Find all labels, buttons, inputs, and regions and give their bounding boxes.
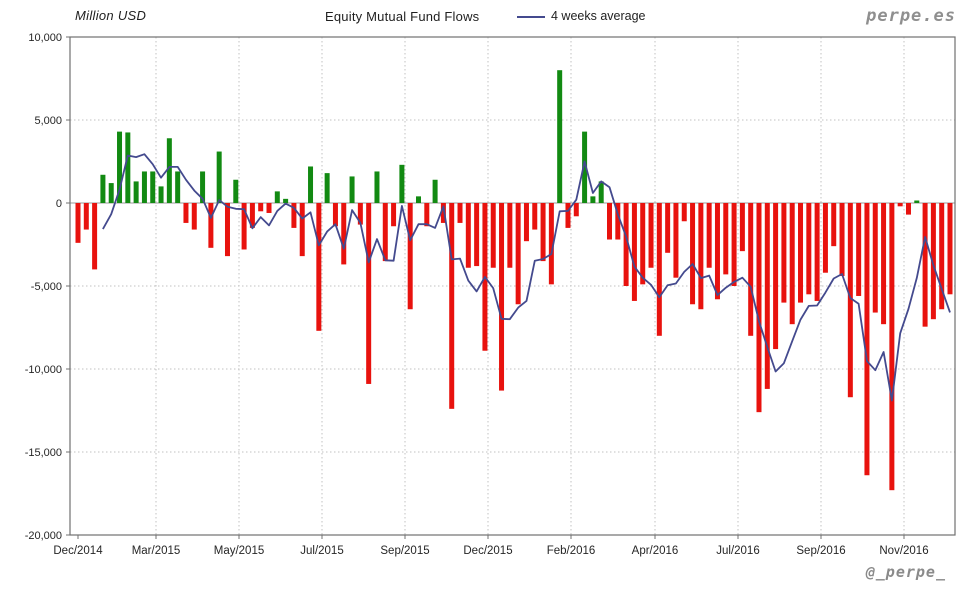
svg-text:-15,000: -15,000 [25,447,62,459]
legend-label: 4 weeks average [551,9,646,23]
svg-text:5,000: 5,000 [34,115,62,127]
svg-text:Feb/2016: Feb/2016 [547,545,596,557]
svg-text:Sep/2016: Sep/2016 [796,545,845,557]
svg-text:Apr/2016: Apr/2016 [632,545,679,557]
watermark-brand: perpe.es [866,6,956,26]
svg-text:Nov/2016: Nov/2016 [879,545,928,557]
legend-line-swatch-icon [517,15,545,18]
y-axis-unit-label: Million USD [75,8,147,23]
svg-text:Sep/2015: Sep/2015 [380,545,429,557]
svg-text:Dec/2015: Dec/2015 [463,545,512,557]
chart-title: Equity Mutual Fund Flows [325,9,480,24]
svg-text:-5,000: -5,000 [31,281,62,293]
svg-text:10,000: 10,000 [28,32,62,44]
svg-text:-10,000: -10,000 [25,364,62,376]
svg-text:0: 0 [56,198,62,210]
svg-text:Jul/2015: Jul/2015 [300,545,343,557]
plot-border [69,36,956,536]
bars-group [75,70,953,491]
svg-text:Jul/2016: Jul/2016 [716,545,759,557]
average-line [102,153,951,402]
svg-text:-20,000: -20,000 [25,530,62,542]
svg-text:Mar/2015: Mar/2015 [132,545,181,557]
svg-text:Dec/2014: Dec/2014 [53,545,103,557]
legend: 4 weeks average [517,9,646,23]
author-signature: @_perpe_ [865,563,946,581]
svg-text:May/2015: May/2015 [214,545,265,557]
